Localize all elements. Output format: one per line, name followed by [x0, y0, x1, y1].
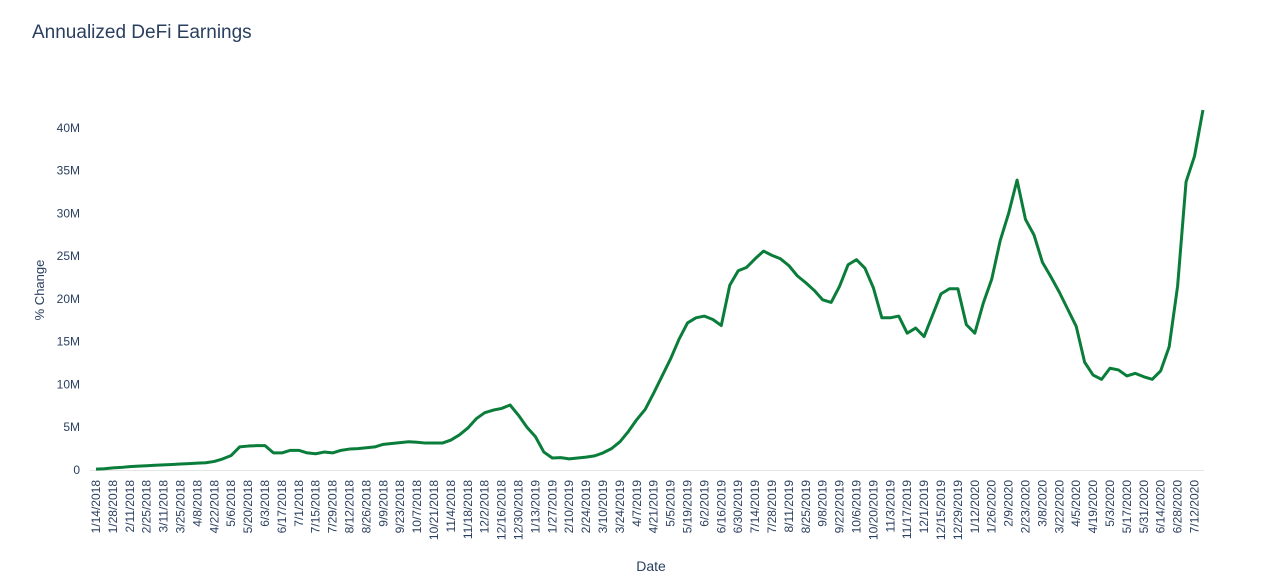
x-tick-label: 6/3/2018 — [258, 480, 272, 527]
x-tick-label: 6/14/2020 — [1154, 480, 1168, 534]
x-tick-label: 6/30/2019 — [731, 480, 745, 534]
x-tick-label: 11/18/2018 — [461, 480, 475, 539]
x-tick-label: 12/30/2018 — [512, 480, 526, 540]
x-tick-label: 8/11/2019 — [782, 480, 796, 533]
x-tick-label: 12/16/2018 — [495, 480, 509, 540]
x-tick-label: 7/1/2018 — [292, 480, 306, 527]
x-tick-label: 7/28/2019 — [765, 480, 779, 534]
x-tick-label: 1/28/2018 — [106, 480, 120, 534]
x-tick-label: 3/11/2018 — [157, 480, 171, 533]
x-tick-label: 11/17/2019 — [900, 480, 914, 539]
x-tick-label: 9/23/2018 — [393, 480, 407, 534]
x-tick-label: 7/29/2018 — [326, 480, 340, 534]
x-tick-label: 3/22/2020 — [1052, 480, 1066, 534]
x-tick-label: 1/12/2020 — [968, 480, 982, 534]
x-tick-label: 5/20/2018 — [241, 480, 255, 534]
x-tick-label: 4/5/2020 — [1069, 480, 1083, 527]
x-tick-label: 10/6/2019 — [850, 480, 864, 534]
x-tick-label: 8/25/2019 — [799, 480, 813, 534]
x-tick-label: 6/2/2019 — [697, 480, 711, 527]
x-tick-label: 3/10/2019 — [596, 480, 610, 534]
x-tick-label: 1/13/2019 — [528, 480, 542, 534]
x-tick-label: 2/10/2019 — [562, 480, 576, 534]
x-tick-label: 12/2/2018 — [478, 480, 492, 534]
chart-title: Annualized DeFi Earnings — [32, 22, 252, 43]
x-tick-label: 1/26/2020 — [985, 480, 999, 534]
y-tick-label: 5M — [63, 420, 80, 434]
x-tick-label: 5/19/2019 — [681, 480, 695, 534]
y-tick-label: 20M — [57, 292, 80, 306]
x-tick-label: 11/4/2018 — [444, 480, 458, 533]
x-tick-label: 4/21/2019 — [647, 480, 661, 534]
x-tick-label: 6/16/2019 — [714, 480, 728, 534]
x-tick-label: 3/8/2020 — [1035, 480, 1049, 527]
data-line — [95, 109, 1205, 471]
x-tick-label: 7/14/2019 — [748, 480, 762, 534]
y-tick-label: 30M — [57, 206, 80, 220]
y-tick-label: 15M — [57, 335, 80, 349]
x-tick-label: 7/12/2020 — [1188, 480, 1202, 534]
y-tick-label: 35M — [57, 164, 80, 178]
y-tick-label: 0 — [73, 463, 80, 477]
x-tick-label: 2/24/2019 — [579, 480, 593, 534]
x-tick-label: 4/22/2018 — [207, 480, 221, 534]
x-tick-label: 5/5/2019 — [664, 480, 678, 527]
x-tick-label: 2/25/2018 — [140, 480, 154, 534]
y-tick-label: 25M — [57, 249, 80, 263]
x-tick-label: 9/9/2018 — [376, 480, 390, 527]
x-tick-label: 3/24/2019 — [613, 480, 627, 534]
x-tick-label: 12/15/2019 — [934, 480, 948, 540]
x-tick-label: 4/19/2020 — [1086, 480, 1100, 534]
x-tick-label: 5/6/2018 — [224, 480, 238, 527]
x-tick-label: 5/3/2020 — [1103, 480, 1117, 527]
x-tick-label: 2/9/2020 — [1002, 480, 1016, 527]
x-tick-label: 9/8/2019 — [816, 480, 830, 527]
x-tick-label: 4/8/2018 — [190, 480, 204, 527]
y-tick-label: 10M — [57, 377, 80, 391]
x-tick-label: 3/25/2018 — [174, 480, 188, 534]
x-tick-label: 8/12/2018 — [343, 480, 357, 534]
y-tick-label: 40M — [57, 121, 80, 135]
x-tick-label: 5/17/2020 — [1120, 480, 1134, 534]
x-tick-label: 10/7/2018 — [410, 480, 424, 534]
x-tick-label: 2/23/2020 — [1019, 480, 1033, 534]
x-tick-label: 1/27/2019 — [545, 480, 559, 534]
x-tick-label: 4/7/2019 — [630, 480, 644, 527]
x-tick-label: 9/22/2019 — [833, 480, 847, 534]
x-tick-label: 12/1/2019 — [917, 480, 931, 534]
x-axis-title: Date — [636, 558, 666, 574]
x-tick-label: 8/26/2018 — [359, 480, 373, 534]
x-tick-label: 5/31/2020 — [1137, 480, 1151, 534]
x-tick-label: 10/20/2019 — [866, 480, 880, 540]
x-tick-label: 7/15/2018 — [309, 480, 323, 534]
x-tick-label: 2/11/2018 — [123, 480, 137, 533]
x-tick-label: 11/3/2019 — [883, 480, 897, 533]
y-axis-title: % Change — [32, 260, 47, 321]
x-tick-label: 12/29/2019 — [951, 480, 965, 540]
x-tick-label: 6/17/2018 — [275, 480, 289, 534]
x-tick-label: 10/21/2018 — [427, 480, 441, 540]
x-tick-label: 6/28/2020 — [1171, 480, 1185, 534]
x-tick-label: 1/14/2018 — [89, 480, 103, 534]
